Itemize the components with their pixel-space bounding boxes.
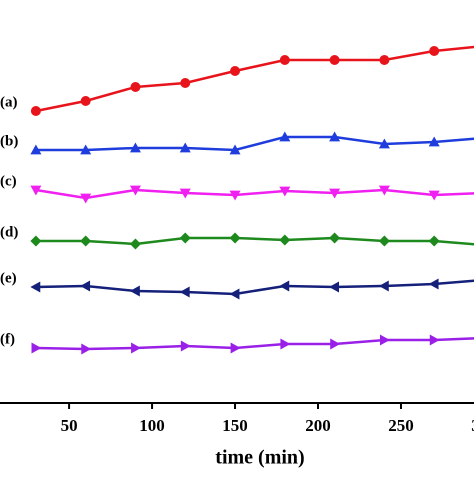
point bbox=[230, 66, 241, 76]
point bbox=[378, 235, 390, 247]
series-line bbox=[35, 188, 474, 200]
plot-area bbox=[30, 45, 474, 355]
series-label: (f) bbox=[0, 331, 15, 347]
point bbox=[131, 342, 141, 354]
point bbox=[378, 138, 390, 149]
point bbox=[279, 234, 291, 246]
point bbox=[129, 142, 141, 153]
point bbox=[129, 238, 141, 250]
point bbox=[429, 46, 440, 56]
point bbox=[30, 281, 41, 293]
series-label: (c) bbox=[0, 173, 17, 189]
x-tick-label: 150 bbox=[222, 416, 248, 435]
series-label: (b) bbox=[0, 133, 18, 149]
point bbox=[80, 96, 91, 106]
point bbox=[180, 340, 191, 352]
series-line bbox=[35, 236, 474, 246]
point bbox=[378, 280, 389, 292]
point bbox=[230, 342, 241, 354]
point bbox=[179, 232, 191, 244]
point bbox=[179, 286, 190, 298]
point bbox=[80, 193, 92, 204]
point bbox=[129, 285, 140, 297]
x-tick-label: 50 bbox=[61, 416, 78, 435]
series-label: (e) bbox=[0, 270, 17, 286]
point bbox=[81, 343, 92, 355]
point bbox=[129, 185, 141, 196]
point bbox=[30, 106, 41, 116]
point bbox=[80, 235, 92, 247]
point bbox=[330, 338, 341, 350]
x-tick-label: 300 bbox=[471, 416, 474, 435]
x-tick-label: 100 bbox=[139, 416, 165, 435]
point bbox=[329, 281, 340, 293]
x-tick-label: 200 bbox=[305, 416, 331, 435]
point bbox=[378, 185, 390, 196]
series-line bbox=[35, 45, 474, 113]
point bbox=[329, 232, 341, 244]
point bbox=[279, 186, 291, 197]
point bbox=[31, 342, 42, 354]
series-label: (d) bbox=[0, 224, 18, 240]
point bbox=[229, 288, 240, 300]
x-tick-label: 250 bbox=[388, 416, 414, 435]
point bbox=[379, 334, 390, 346]
point bbox=[279, 131, 291, 142]
point bbox=[180, 78, 191, 88]
series-line bbox=[35, 279, 474, 296]
point bbox=[329, 55, 340, 65]
series-label: (a) bbox=[0, 94, 18, 110]
point bbox=[80, 144, 92, 155]
point bbox=[179, 142, 191, 153]
series-line bbox=[35, 135, 474, 152]
point bbox=[428, 136, 440, 147]
point bbox=[30, 235, 42, 247]
point bbox=[379, 55, 390, 65]
point bbox=[329, 131, 341, 142]
point bbox=[30, 144, 42, 155]
point bbox=[130, 82, 141, 92]
point bbox=[30, 185, 42, 196]
point bbox=[329, 188, 341, 199]
point bbox=[428, 278, 439, 290]
point bbox=[429, 334, 440, 346]
point bbox=[179, 188, 191, 199]
series-line bbox=[35, 337, 474, 351]
point bbox=[279, 55, 290, 65]
point bbox=[428, 190, 440, 201]
point bbox=[279, 280, 290, 292]
point bbox=[229, 232, 241, 244]
point bbox=[229, 190, 241, 201]
x-axis-title: time (min) bbox=[215, 447, 304, 469]
point bbox=[80, 280, 91, 292]
point bbox=[280, 338, 291, 350]
point bbox=[428, 235, 440, 247]
point bbox=[229, 144, 241, 155]
